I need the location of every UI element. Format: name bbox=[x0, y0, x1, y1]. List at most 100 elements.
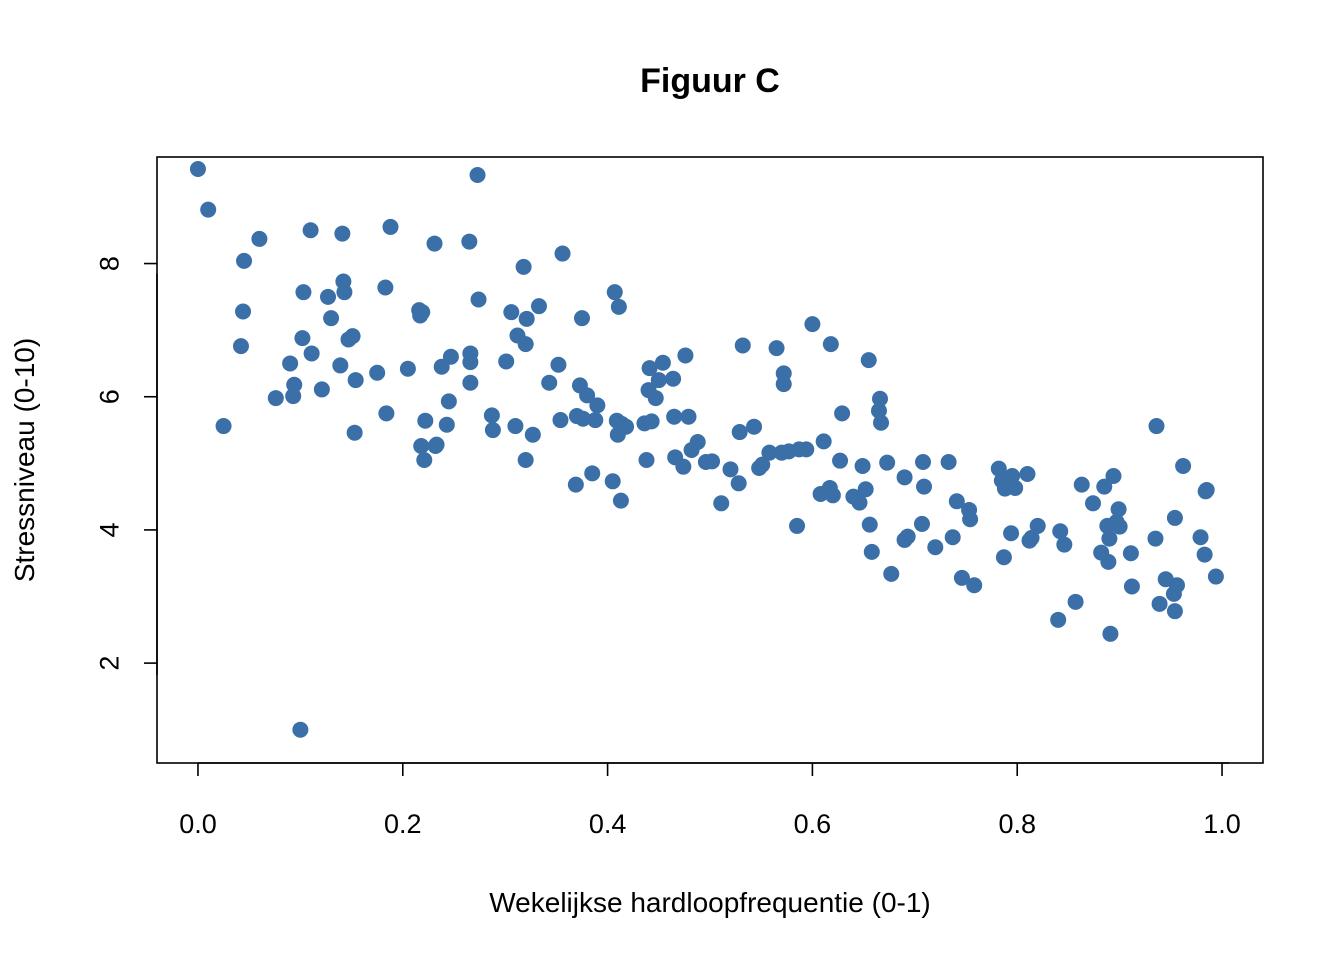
data-point bbox=[554, 245, 571, 262]
data-point bbox=[990, 460, 1007, 477]
data-point bbox=[1105, 467, 1122, 484]
y-tick-label: 4 bbox=[94, 522, 124, 537]
data-point bbox=[822, 336, 839, 353]
data-point bbox=[666, 408, 683, 425]
data-point bbox=[517, 336, 534, 353]
data-point bbox=[768, 340, 785, 357]
data-point bbox=[515, 258, 532, 275]
data-point bbox=[643, 413, 660, 430]
data-point bbox=[461, 233, 478, 250]
data-point bbox=[713, 495, 730, 512]
data-point bbox=[503, 304, 520, 321]
data-point bbox=[815, 433, 832, 450]
data-points bbox=[189, 160, 1224, 738]
data-point bbox=[295, 284, 312, 301]
y-tick-label: 6 bbox=[94, 389, 124, 404]
data-point bbox=[851, 494, 868, 511]
data-point bbox=[382, 218, 399, 235]
data-point bbox=[587, 412, 604, 429]
data-point bbox=[604, 473, 621, 490]
data-point bbox=[442, 348, 459, 365]
data-point bbox=[857, 481, 874, 498]
data-point bbox=[1122, 545, 1139, 562]
data-point bbox=[426, 235, 443, 252]
data-point bbox=[235, 303, 252, 320]
data-point bbox=[863, 543, 880, 560]
x-axis-ticks: 0.0 0.2 0.4 0.6 0.8 1.0 bbox=[179, 763, 1241, 839]
data-point bbox=[1175, 457, 1192, 474]
data-point bbox=[377, 279, 394, 296]
data-point bbox=[334, 225, 351, 242]
data-point bbox=[438, 416, 455, 433]
data-point bbox=[1151, 595, 1168, 612]
data-point bbox=[573, 310, 590, 327]
data-point bbox=[462, 354, 479, 371]
data-point bbox=[440, 393, 457, 410]
data-point bbox=[610, 298, 627, 315]
data-point bbox=[798, 441, 815, 458]
data-point bbox=[854, 457, 871, 474]
data-point bbox=[612, 492, 629, 509]
data-point bbox=[1029, 517, 1046, 534]
data-point bbox=[462, 374, 479, 391]
x-tick-label: 0.0 bbox=[179, 809, 217, 839]
data-point bbox=[541, 374, 558, 391]
data-point bbox=[606, 284, 623, 301]
data-point bbox=[1052, 523, 1069, 540]
data-point bbox=[584, 465, 601, 482]
data-point bbox=[524, 426, 541, 443]
data-point bbox=[1111, 518, 1128, 535]
data-point bbox=[940, 453, 957, 470]
data-point bbox=[416, 452, 433, 468]
data-point bbox=[944, 529, 961, 546]
data-point bbox=[641, 360, 658, 377]
y-axis-ticks: 2 4 6 8 bbox=[94, 256, 157, 671]
x-tick-label: 0.2 bbox=[384, 809, 422, 839]
data-point bbox=[1148, 418, 1165, 435]
y-axis-label: Stressniveau (0-10) bbox=[9, 338, 40, 582]
data-point bbox=[517, 452, 534, 468]
data-point bbox=[1096, 478, 1113, 495]
x-tick-label: 0.6 bbox=[794, 809, 832, 839]
data-point bbox=[775, 365, 792, 382]
data-point bbox=[871, 390, 888, 407]
data-point bbox=[1196, 546, 1213, 563]
data-point bbox=[1166, 509, 1183, 526]
data-point bbox=[567, 476, 584, 493]
data-point bbox=[399, 360, 416, 377]
y-tick-label: 8 bbox=[94, 256, 124, 271]
data-point bbox=[286, 376, 303, 393]
data-point bbox=[1023, 529, 1040, 546]
data-point bbox=[1050, 611, 1067, 628]
data-point bbox=[336, 284, 353, 301]
data-point bbox=[722, 461, 739, 478]
data-point bbox=[413, 438, 430, 455]
x-tick-label: 0.8 bbox=[998, 809, 1036, 839]
data-point bbox=[638, 452, 655, 468]
data-point bbox=[675, 458, 692, 475]
data-point bbox=[832, 452, 849, 469]
data-point bbox=[1123, 578, 1140, 595]
data-point bbox=[665, 370, 682, 387]
data-point bbox=[927, 539, 944, 556]
data-point bbox=[1003, 525, 1020, 542]
data-point bbox=[704, 453, 721, 470]
data-point bbox=[417, 412, 434, 429]
data-point bbox=[313, 381, 330, 398]
data-point bbox=[689, 434, 706, 451]
x-tick-label: 0.4 bbox=[589, 809, 627, 839]
data-point bbox=[731, 424, 748, 441]
data-point bbox=[469, 166, 486, 183]
data-point bbox=[267, 390, 284, 407]
data-point bbox=[575, 410, 592, 427]
data-point bbox=[1102, 625, 1119, 642]
data-point bbox=[369, 364, 386, 381]
data-point bbox=[966, 577, 983, 594]
y-tick-label: 2 bbox=[94, 656, 124, 671]
data-point bbox=[484, 422, 501, 439]
data-point bbox=[647, 390, 664, 407]
data-point bbox=[589, 397, 606, 414]
data-point bbox=[834, 405, 851, 422]
data-point bbox=[1056, 536, 1073, 553]
